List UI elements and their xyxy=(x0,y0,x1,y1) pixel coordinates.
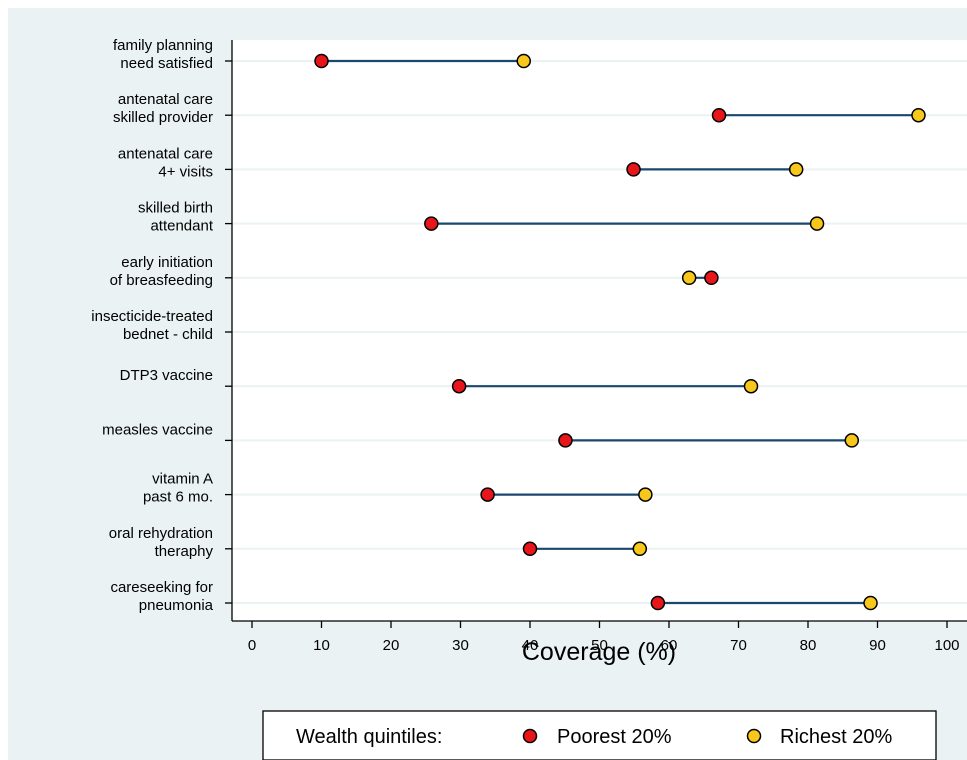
point-richest xyxy=(863,595,878,611)
point-poorest xyxy=(558,433,573,448)
legend-box xyxy=(262,710,937,760)
x-tick-label: 70 xyxy=(730,637,747,654)
x-tick-label: 90 xyxy=(869,637,886,654)
category-label-line: past 6 mo. xyxy=(143,489,213,506)
category-label: careseeking for pneumonia xyxy=(110,579,213,614)
plot-area xyxy=(232,40,967,621)
category-label-line: theraphy xyxy=(155,543,214,560)
category-label: antenatal care 4+ visits xyxy=(118,145,213,180)
legend-marker-poorest xyxy=(522,728,538,744)
category-label-line: oral rehydration xyxy=(109,525,213,542)
legend: Wealth quintiles: Poorest 20% Richest 20… xyxy=(262,710,937,760)
legend-title: Wealth quintiles: xyxy=(296,726,442,748)
point-richest xyxy=(809,216,825,231)
category-label-line: careseeking for xyxy=(110,579,213,596)
point-poorest xyxy=(480,487,495,502)
category-label-line: DTP3 vaccine xyxy=(120,367,213,384)
x-tick-label: 60 xyxy=(661,637,678,654)
category-label-line: antenatal care xyxy=(118,145,213,162)
category-label-line: bednet - child xyxy=(123,326,213,343)
x-tick-label: 100 xyxy=(934,637,959,654)
x-tick-label: 50 xyxy=(591,637,608,654)
category-label-line: measles vaccine xyxy=(102,421,213,438)
category-label: DTP3 vaccine xyxy=(120,367,213,384)
category-label-line: attendant xyxy=(150,218,213,235)
category-label-line: insecticide-treated xyxy=(91,308,213,325)
category-label: family planning need satisfied xyxy=(113,37,213,72)
legend-marker-richest xyxy=(746,728,762,744)
point-poorest xyxy=(522,541,538,557)
category-label-line: skilled birth xyxy=(138,200,213,217)
point-poorest xyxy=(451,378,467,394)
point-richest xyxy=(844,433,860,448)
category-label-line: vitamin A xyxy=(152,471,213,488)
point-richest xyxy=(788,162,804,177)
category-label-line: early initiation xyxy=(121,254,213,271)
point-poorest xyxy=(626,162,641,177)
category-label: skilled birth attendant xyxy=(138,200,214,235)
data-points xyxy=(314,53,926,611)
legend-label-richest: Richest 20% xyxy=(780,726,892,748)
x-tick-label: 10 xyxy=(313,637,330,654)
y-axis: family planning need satisfied antenatal c… xyxy=(91,37,233,621)
point-richest xyxy=(911,107,926,123)
category-label: oral rehydration theraphy xyxy=(109,525,214,560)
category-label: early initiation of breasfeeding xyxy=(110,254,213,289)
legend-label-poorest: Poorest 20% xyxy=(557,726,672,748)
point-poorest xyxy=(314,53,329,69)
category-label-line: need satisfied xyxy=(120,55,213,72)
x-tick-label: 80 xyxy=(800,637,817,654)
category-label-line: 4+ visits xyxy=(158,163,213,180)
point-richest xyxy=(681,270,697,286)
point-richest xyxy=(632,541,648,557)
category-label: measles vaccine xyxy=(102,421,213,438)
x-axis: 0 10 20 30 40 50 60 70 80 90 100 xyxy=(232,620,967,654)
point-richest xyxy=(743,378,759,394)
range-lines xyxy=(321,59,919,605)
point-richest xyxy=(638,487,653,502)
x-tick-label: 0 xyxy=(248,637,256,654)
point-poorest xyxy=(650,595,666,611)
point-poorest xyxy=(711,107,727,123)
x-tick-label: 30 xyxy=(452,637,469,654)
point-richest xyxy=(516,53,531,69)
category-label: antenatal care skilled provider xyxy=(113,91,213,126)
category-label: insecticide-treated bednet - child xyxy=(91,308,213,343)
category-label-line: skilled provider xyxy=(113,109,213,126)
x-tick-label: 40 xyxy=(522,637,539,654)
category-label-line: of breasfeeding xyxy=(110,272,213,289)
category-label-line: antenatal care xyxy=(118,91,213,108)
x-tick-label: 20 xyxy=(383,637,400,654)
x-axis-title: Coverage (%) xyxy=(522,638,676,666)
point-poorest xyxy=(704,270,719,286)
category-label-line: family planning xyxy=(113,37,213,54)
category-label-line: pneumonia xyxy=(139,597,214,614)
point-poorest xyxy=(424,216,439,231)
